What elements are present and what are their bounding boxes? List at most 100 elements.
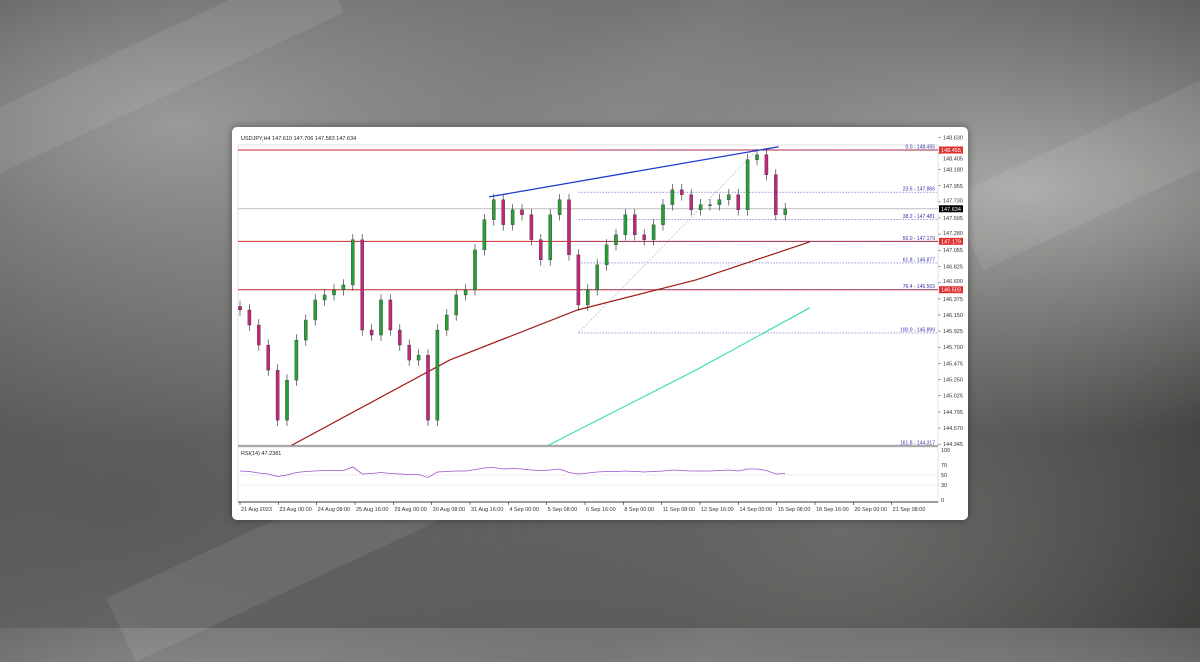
fib-level-label: 23.6 - 147.866: [903, 187, 935, 193]
candle: [642, 229, 646, 246]
candle: [614, 229, 618, 251]
candle: [736, 189, 740, 216]
candle-body: [379, 299, 383, 336]
y-tick-label: 147.280: [943, 231, 963, 237]
candle-body: [698, 204, 703, 210]
price-tag: [939, 286, 963, 294]
candle-body: [595, 264, 599, 291]
candle-body: [736, 194, 740, 210]
candle: [416, 349, 421, 366]
candle-body: [708, 204, 712, 206]
candle: [369, 324, 374, 341]
y-tick-label: 145.925: [943, 329, 963, 335]
y-tick-label: 145.700: [943, 345, 963, 351]
candle: [238, 300, 242, 316]
candle-body: [398, 329, 402, 346]
candle: [595, 259, 599, 296]
x-tick-label: 14 Sep 00:00: [739, 507, 772, 513]
y-tick-label: 148.405: [943, 157, 963, 163]
candle: [520, 204, 524, 221]
candle: [275, 364, 280, 426]
candle-body: [313, 299, 317, 321]
price-tag-label: 148.455: [941, 148, 961, 154]
candle-body: [369, 329, 374, 336]
candle: [548, 209, 552, 266]
candle: [482, 214, 487, 256]
fib-level-label: 0.0 - 148.455: [906, 145, 936, 151]
candle-body: [341, 284, 346, 291]
candle-body: [435, 329, 440, 421]
candle: [576, 249, 581, 311]
candle: [388, 294, 393, 336]
x-tick-label: 31 Aug 16:00: [471, 507, 503, 513]
y-tick-label: 146.150: [943, 313, 963, 319]
candle-body: [548, 214, 552, 261]
candle-body: [275, 369, 280, 421]
candle-body: [257, 324, 261, 346]
candle-body: [623, 214, 628, 235]
candle-body: [680, 189, 684, 195]
x-tick-label: 20 Sep 00:00: [854, 507, 887, 513]
x-tick-label: 21 Sep 08:00: [893, 507, 926, 513]
candle-body: [774, 174, 778, 215]
fib-level-label: 76.4 - 146.503: [903, 284, 935, 290]
candle: [351, 234, 355, 291]
rsi-tick-label: 0: [941, 498, 944, 504]
candle-body: [238, 306, 242, 311]
candle-body: [661, 204, 665, 225]
candle-body: [407, 344, 411, 361]
candle-body: [454, 294, 458, 316]
candle: [708, 199, 712, 211]
candle: [247, 304, 252, 331]
usdjpy-h4-chart[interactable]: USDJPY,H4 147.610 147.706 147.583 147.63…: [232, 127, 968, 520]
candle-body: [294, 339, 299, 381]
x-tick-label: 12 Sep 16:00: [701, 507, 734, 513]
candle: [698, 199, 703, 216]
x-tick-label: 18 Sep 16:00: [816, 507, 849, 513]
candle: [651, 219, 656, 246]
y-tick-label: 148.180: [943, 168, 963, 174]
candle-body: [539, 239, 543, 261]
x-tick-label: 6 Sep 16:00: [586, 507, 616, 513]
candle: [322, 289, 327, 306]
y-tick-label: 147.055: [943, 248, 963, 254]
fib-level-label: 161.8 - 144.317: [900, 441, 935, 447]
x-tick-label: 4 Sep 00:00: [509, 507, 539, 513]
candle: [689, 189, 693, 216]
candle-body: [473, 249, 477, 291]
candle-body: [727, 194, 731, 200]
x-tick-label: 11 Sep 08:00: [663, 507, 695, 513]
candle-body: [332, 289, 336, 296]
candle: [285, 374, 289, 426]
candle: [557, 194, 562, 221]
candle-body: [576, 254, 581, 306]
y-tick-label: 146.375: [943, 297, 963, 303]
x-tick-label: 25 Aug 16:00: [356, 507, 388, 513]
candle-body: [351, 239, 355, 286]
x-tick-label: 23 Aug 00:00: [279, 507, 311, 513]
candle: [717, 194, 722, 211]
rsi-pane: [237, 446, 939, 503]
candle: [661, 199, 665, 231]
candle: [567, 194, 571, 261]
price-tag-label: 146.503: [941, 288, 961, 294]
y-tick-label: 147.505: [943, 216, 963, 222]
candle-body: [266, 344, 270, 371]
fib-level-label: 61.8 - 146.877: [903, 257, 935, 263]
candle: [473, 244, 477, 296]
price-tag-label: 147.634: [941, 207, 961, 213]
fib-level-label: 100.0 - 145.899: [900, 327, 935, 333]
price-tag: [939, 146, 963, 154]
candle-body: [501, 199, 505, 225]
y-tick-label: 146.825: [943, 265, 963, 271]
price-tag: [939, 237, 963, 245]
x-tick-label: 21 Aug 2023: [241, 507, 272, 513]
y-tick-label: 147.730: [943, 198, 963, 204]
candle-body: [745, 159, 750, 210]
candle: [313, 294, 317, 326]
chart-card: USDJPY,H4 147.610 147.706 147.583 147.63…: [232, 127, 968, 520]
candle-body: [642, 234, 646, 240]
candle-body: [520, 209, 524, 215]
candle-body: [557, 199, 562, 215]
price-tag: [939, 205, 963, 213]
